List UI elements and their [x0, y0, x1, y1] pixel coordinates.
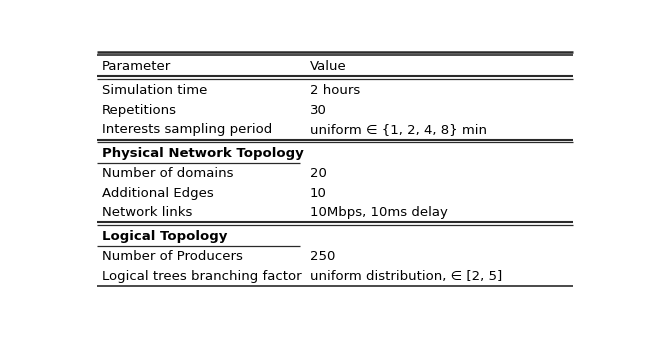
Text: uniform distribution, ∈ [2, 5]: uniform distribution, ∈ [2, 5]: [310, 270, 502, 283]
Text: Parameter: Parameter: [102, 60, 171, 73]
Text: Physical Network Topology: Physical Network Topology: [102, 147, 303, 160]
Text: 10: 10: [310, 187, 327, 200]
Text: Number of Producers: Number of Producers: [102, 250, 243, 263]
Text: 250: 250: [310, 250, 336, 263]
Text: Network links: Network links: [102, 206, 192, 219]
Text: Logical Topology: Logical Topology: [102, 229, 228, 242]
Text: Repetitions: Repetitions: [102, 104, 177, 117]
Text: Number of domains: Number of domains: [102, 167, 233, 180]
Text: Simulation time: Simulation time: [102, 84, 207, 97]
Text: 20: 20: [310, 167, 327, 180]
Text: uniform ∈ {1, 2, 4, 8} min: uniform ∈ {1, 2, 4, 8} min: [310, 123, 487, 136]
Text: Logical trees branching factor: Logical trees branching factor: [102, 270, 301, 283]
Text: 30: 30: [310, 104, 327, 117]
Text: Interests sampling period: Interests sampling period: [102, 123, 272, 136]
Text: Value: Value: [310, 60, 347, 73]
Text: 2 hours: 2 hours: [310, 84, 360, 97]
Text: Additional Edges: Additional Edges: [102, 187, 214, 200]
Text: 10Mbps, 10ms delay: 10Mbps, 10ms delay: [310, 206, 448, 219]
